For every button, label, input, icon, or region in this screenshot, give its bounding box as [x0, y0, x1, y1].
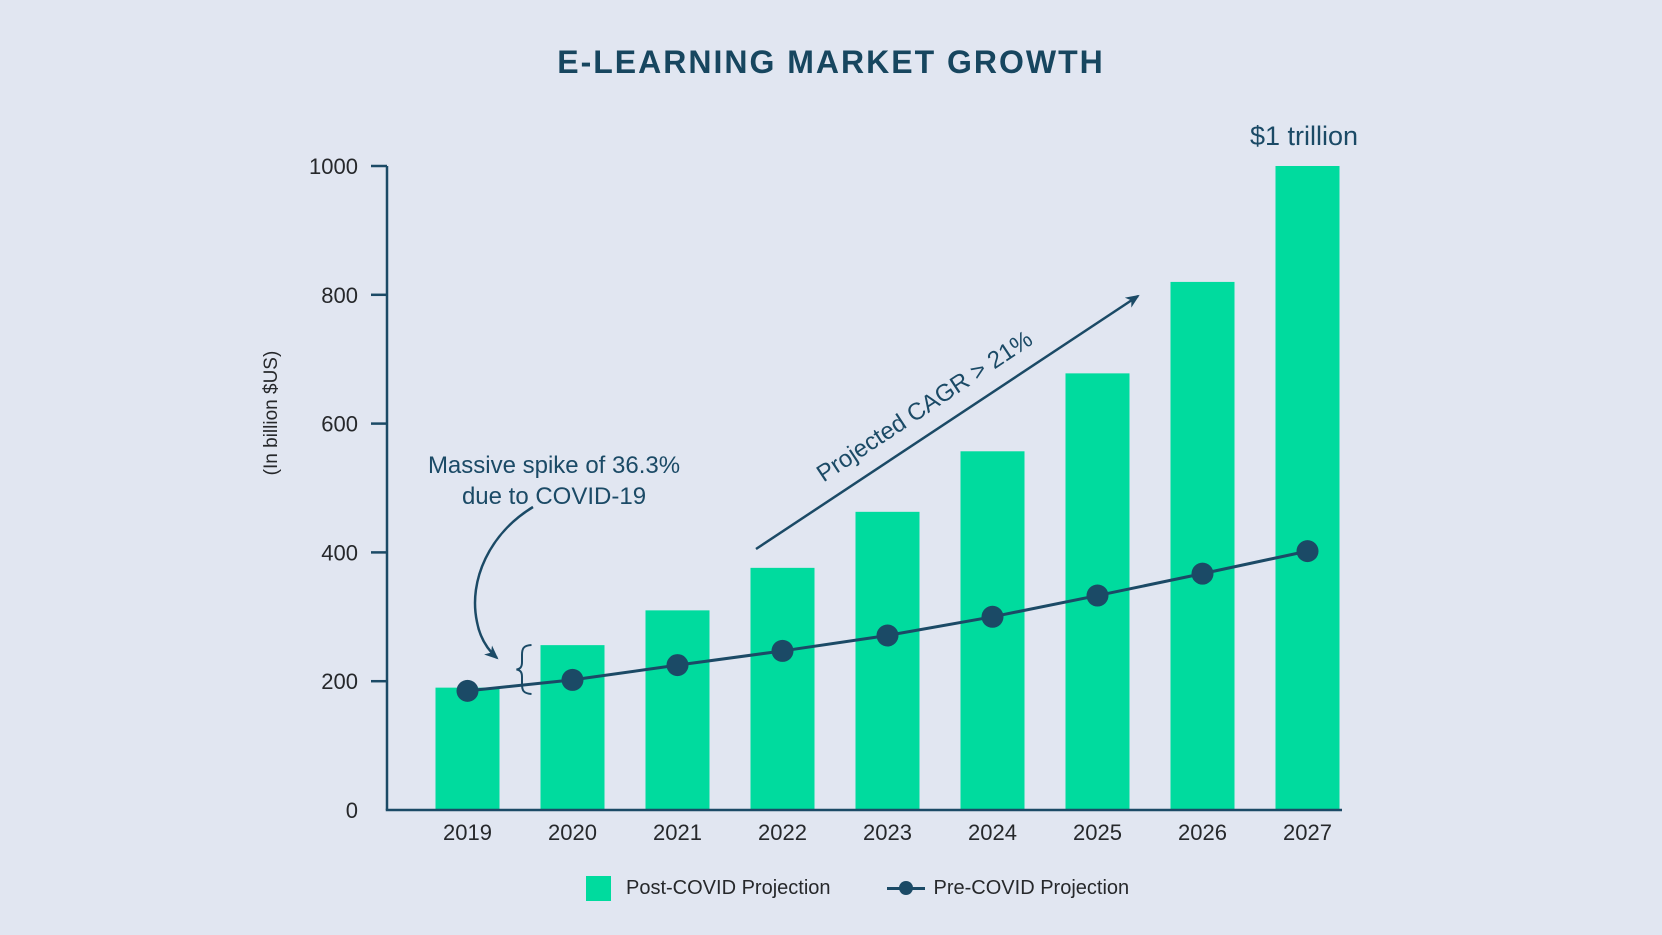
line-point-2023 [876, 624, 899, 647]
x-label-2022: 2022 [758, 820, 807, 845]
page-title: E-LEARNING MARKET GROWTH [557, 44, 1105, 80]
bar-2023 [855, 511, 920, 810]
line-point-2024 [981, 605, 1004, 628]
legend: Post-COVID Projection Pre-COVID Projecti… [586, 874, 1129, 902]
y-tick-label-400: 400 [321, 540, 358, 565]
y-tick-label-1000: 1000 [309, 154, 358, 179]
x-label-2024: 2024 [968, 820, 1017, 845]
bars-group [435, 166, 1340, 810]
line-point-2020 [561, 668, 584, 691]
line-point-2027 [1296, 540, 1319, 563]
bar-2022 [750, 567, 815, 810]
y-tick-label-0: 0 [346, 798, 358, 823]
bar-2021 [645, 610, 710, 810]
line-point-2026 [1191, 562, 1214, 585]
annotation-massive-spike-line1: Massive spike of 36.3% [427, 452, 681, 479]
y-tick-label-600: 600 [321, 412, 358, 437]
x-label-2019: 2019 [443, 820, 492, 845]
x-label-2027: 2027 [1283, 820, 1332, 845]
line-point-2022 [771, 639, 794, 662]
spike-annotation-arrow [473, 505, 534, 660]
axes-group: 0 200 400 600 800 1000 2019 2020 2021 2022 2023 202… [309, 154, 1342, 845]
x-label-2021: 2021 [653, 820, 702, 845]
pre-covid-line-group [456, 540, 1319, 702]
cagr-arrow [755, 294, 1140, 551]
bar-2026 [1170, 281, 1235, 810]
bar-2027 [1275, 166, 1340, 810]
bar-2019 [435, 687, 500, 810]
annotation-one-trillion: $1 trillion [1249, 121, 1359, 151]
y-tick-label-200: 200 [321, 669, 358, 694]
line-point-2019 [456, 679, 479, 702]
legend-label-pre-covid: Pre-COVID Projection [933, 876, 1130, 899]
x-label-2023: 2023 [863, 820, 912, 845]
x-label-2025: 2025 [1073, 820, 1122, 845]
annotation-massive-spike-line2: due to COVID-19 [461, 483, 647, 510]
line-point-2021 [666, 654, 689, 677]
x-label-2020: 2020 [548, 820, 597, 845]
pre-covid-line-icon [886, 880, 925, 896]
annotation-massive-spike: Massive spike of 36.3% due to COVID-19 [394, 450, 714, 512]
spike-brace [516, 644, 532, 695]
y-tick-label-800: 800 [321, 283, 358, 308]
x-label-2026: 2026 [1178, 820, 1227, 845]
line-point-2025 [1086, 584, 1109, 607]
bar-2024 [960, 451, 1025, 810]
legend-label-post-covid: Post-COVID Projection [626, 876, 831, 899]
post-covid-swatch-icon [586, 875, 611, 901]
pre-covid-line-icon-dot [898, 881, 913, 895]
